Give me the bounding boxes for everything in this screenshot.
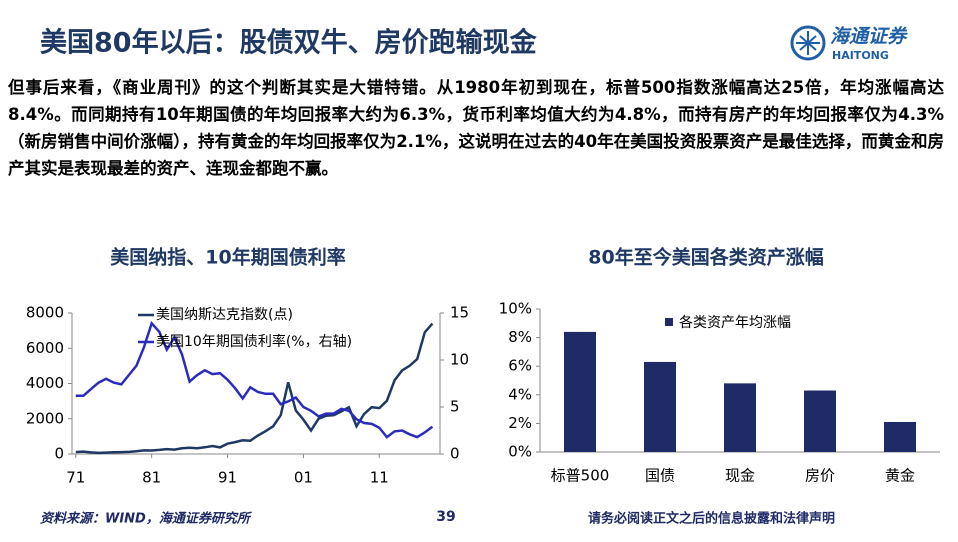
y-tick-label: 2%	[508, 414, 532, 432]
x-tick-label: 01	[294, 469, 313, 487]
chart-title: 美国纳指、10年期国债利率	[110, 246, 345, 269]
y2-tick-label: 0	[450, 445, 460, 463]
legend-label: 美国10年期国债利率(%，右轴)	[156, 333, 352, 350]
bar	[644, 361, 676, 452]
x-tick-label: 91	[218, 469, 237, 487]
y2-tick-label: 5	[450, 398, 460, 416]
slide-title: 美国80年以后：股债双牛、房价跑输现金	[40, 27, 538, 59]
legend-swatch	[665, 318, 673, 326]
logo-icon-detail	[796, 31, 820, 55]
x-tick-label: 11	[370, 469, 389, 487]
legend-label: 美国纳斯达克指数(点)	[156, 307, 293, 323]
series-line	[75, 320, 434, 439]
y-tick-label: 4%	[508, 385, 532, 403]
y-tick-label: 0%	[508, 443, 532, 461]
y-tick-label: 4000	[26, 374, 64, 392]
logo-text-en: HAITONG	[832, 49, 889, 62]
x-tick-label: 标普500	[551, 467, 610, 485]
page-number: 39	[436, 509, 455, 525]
y-tick-label: 8000	[26, 304, 64, 322]
legend-label: 各类资产年均涨幅	[679, 315, 791, 331]
series-line	[75, 322, 434, 455]
x-tick-label: 71	[66, 469, 85, 487]
body-text: 但事后来看，《商业周刊》的这个判断其实是大错特错。从1980年初到现在，标普50…	[8, 78, 944, 178]
logo-text: 海通证券	[830, 26, 908, 48]
x-tick-label: 黄金	[885, 467, 915, 485]
y2-tick-label: 15	[450, 304, 469, 322]
logo-icon	[790, 25, 826, 61]
y-tick-label: 6000	[26, 339, 64, 357]
chart-title: 80年至今美国各类资产涨幅	[588, 246, 823, 269]
x-tick-label: 国债	[645, 467, 675, 485]
bar	[564, 331, 596, 452]
x-tick-label: 房价	[805, 467, 835, 485]
y-tick-label: 8%	[508, 328, 532, 346]
x-tick-label: 现金	[725, 467, 755, 485]
y-tick-label: 6%	[508, 357, 532, 375]
bar	[884, 421, 916, 452]
source: 资料来源：WIND，海通证券研究所	[40, 511, 253, 527]
bar	[724, 383, 756, 452]
bar	[804, 390, 836, 452]
disclaimer: 请务必阅读正文之后的信息披露和法律声明	[588, 511, 835, 527]
x-tick-label: 81	[142, 469, 161, 487]
y-tick-label: 2000	[26, 409, 64, 427]
y2-tick-label: 10	[450, 351, 469, 369]
logo: 海通证券 HAITONG	[790, 25, 908, 62]
y-tick-label: 0	[54, 445, 64, 463]
y-tick-label: 10%	[499, 300, 532, 318]
